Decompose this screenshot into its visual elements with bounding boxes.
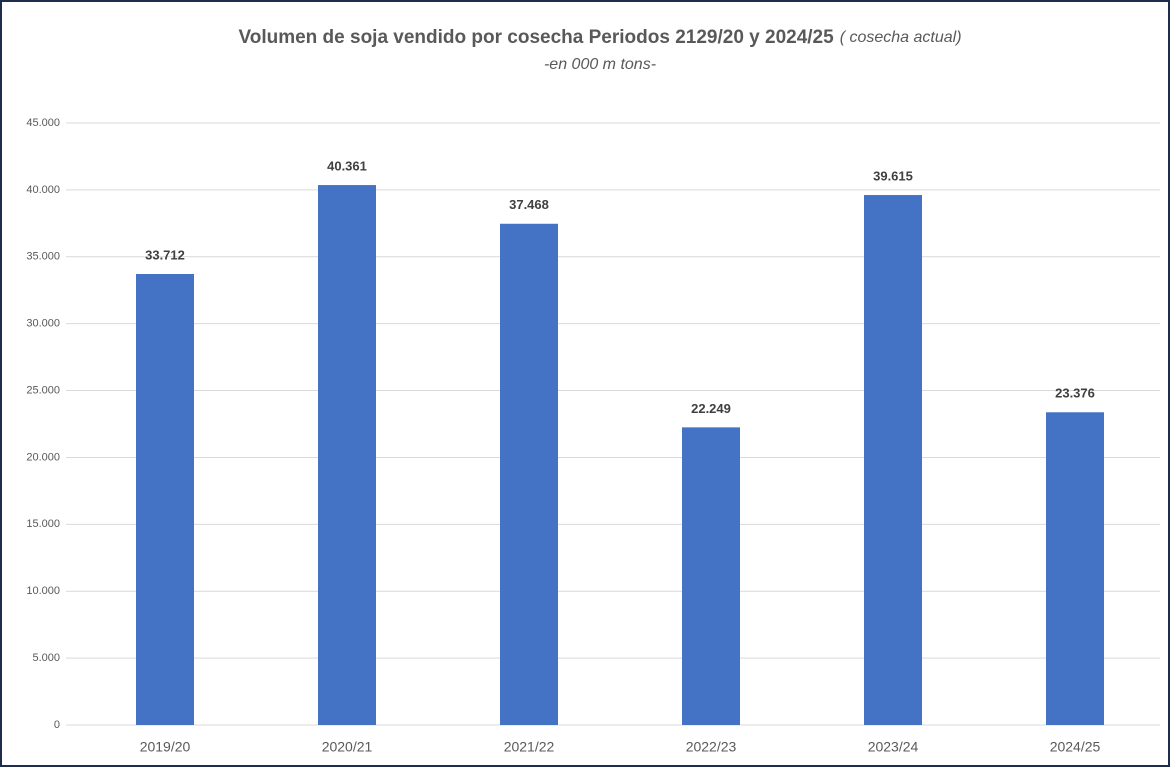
data-label: 37.468 — [509, 197, 549, 212]
bar — [500, 223, 558, 726]
y-tick-label: 20.000 — [26, 451, 60, 463]
chart-title: Volumen de soja vendido por cosecha Peri… — [238, 27, 834, 48]
data-label: 33.712 — [145, 247, 185, 262]
bar — [682, 427, 740, 725]
bar — [136, 274, 194, 725]
chart-subtitle: -en 000 m tons- — [544, 56, 656, 73]
x-tick-label: 2023/24 — [868, 739, 919, 755]
y-tick-label: 10.000 — [26, 585, 60, 597]
data-label: 40.361 — [327, 158, 367, 173]
y-tick-label: 0 — [54, 719, 60, 731]
y-tick-label: 35.000 — [26, 251, 60, 263]
x-tick-label: 2019/20 — [140, 739, 191, 755]
y-tick-label: 15.000 — [26, 518, 60, 530]
bar — [1046, 412, 1104, 725]
chart-title-note: ( cosecha actual) — [840, 29, 962, 46]
bar — [864, 195, 922, 726]
data-label: 23.376 — [1055, 386, 1095, 401]
y-tick-label: 40.000 — [26, 184, 60, 196]
data-label: 22.249 — [691, 401, 731, 416]
y-tick-label: 25.000 — [26, 384, 60, 396]
y-tick-label: 5.000 — [32, 652, 60, 664]
chart-title-group: Volumen de soja vendido por cosecha Peri… — [238, 27, 961, 48]
bar — [318, 185, 376, 725]
data-label: 39.615 — [873, 168, 913, 183]
x-tick-label: 2024/25 — [1050, 739, 1101, 755]
x-tick-label: 2022/23 — [686, 739, 737, 755]
y-tick-label: 30.000 — [26, 318, 60, 330]
y-tick-label: 45.000 — [26, 117, 60, 129]
x-tick-label: 2021/22 — [504, 739, 555, 755]
x-tick-label: 2020/21 — [322, 739, 373, 755]
